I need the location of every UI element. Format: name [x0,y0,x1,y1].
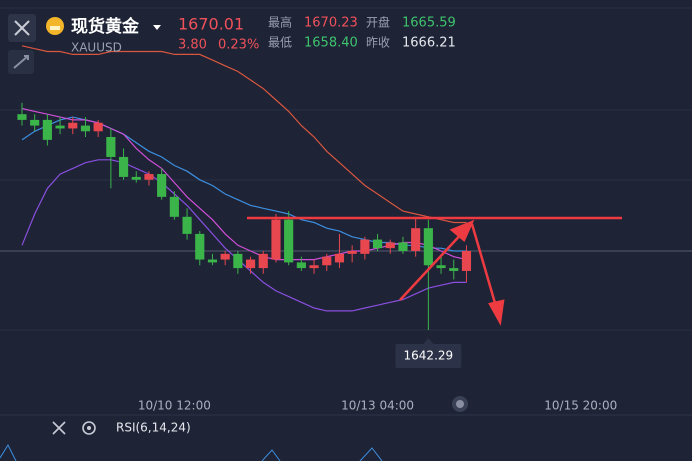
candle-body [296,262,306,269]
x-tick-label: 10/10 12:00 [138,399,211,413]
x-tick-label: 10/15 20:00 [544,399,617,413]
candle-body [385,242,395,249]
candle-body [220,253,230,260]
candle-body [245,259,256,269]
change-pct: 0.23% [218,38,259,53]
indicator-settings-dot [87,426,91,430]
candle-body [411,228,421,252]
stat-value: 1665.59 [402,16,456,31]
change: 3.80 [178,38,207,53]
price: 1670.01 [178,15,244,34]
candle-body [106,137,116,157]
candle-body [436,265,446,269]
candle-body [271,219,281,260]
scroll-button-dot [456,400,464,408]
candle-body [118,156,129,177]
candle-body [17,114,27,120]
candle-body [144,174,154,180]
candle-body [68,122,78,129]
candle-body [30,119,40,126]
stats: 最高 1670.23 开盘 1665.59 最低 1658.40 昨收 1666.21 [268,15,456,51]
stat-label: 最高 [268,15,292,30]
candle-body [55,125,65,129]
rsi-partial [0,443,383,461]
candle-body [347,251,357,254]
candle-body [284,219,294,263]
stat-value: 1666.21 [402,36,456,51]
stat-label: 最低 [268,36,292,50]
stat-value: 1670.23 [304,16,358,31]
close-icon [14,20,30,36]
candle-body [398,242,408,252]
stat-value: 1658.40 [304,36,358,51]
candle-body [372,239,383,249]
stat-label: 开盘 [366,15,390,30]
candle-body [80,125,91,132]
candle-body [334,253,345,263]
low-callout-pointer [423,337,434,344]
candle-body [309,265,319,269]
dropdown-arrow[interactable] [153,25,161,30]
indicator-settings[interactable] [82,421,96,435]
plot: 1642.29 [17,45,472,368]
indicator-line [21,45,467,224]
stat-label: 昨收 [366,36,390,50]
draw-tool-icon [13,55,29,69]
indicator-label: RSI(6,14,24) [116,421,191,435]
candle-body [207,259,218,263]
faint-grid [0,7,692,331]
low-callout-label: 1642.29 [404,348,454,362]
indicator-line [21,159,467,312]
x-tick-label: 10/13 04:00 [341,399,414,413]
candle-body [322,256,332,266]
indicator-close[interactable] [52,421,66,435]
candle-body [169,196,179,217]
symbol: XAUUSD [71,41,122,55]
candle-body [131,176,141,180]
candle-body [93,122,103,132]
candle-body [423,228,433,266]
candle-body [195,233,205,260]
trend-annotation [247,216,622,326]
candle-body [461,250,472,271]
gold-bar [50,26,60,30]
candle-body [258,253,268,269]
low-callout-box [395,343,462,368]
candle-body [233,253,243,269]
candle-body [42,119,52,140]
candle-body [157,174,167,197]
candle-body [449,268,459,271]
candle-body [182,216,192,234]
candle-body [360,239,370,254]
instrument-name[interactable]: 现货黄金 [71,16,140,37]
